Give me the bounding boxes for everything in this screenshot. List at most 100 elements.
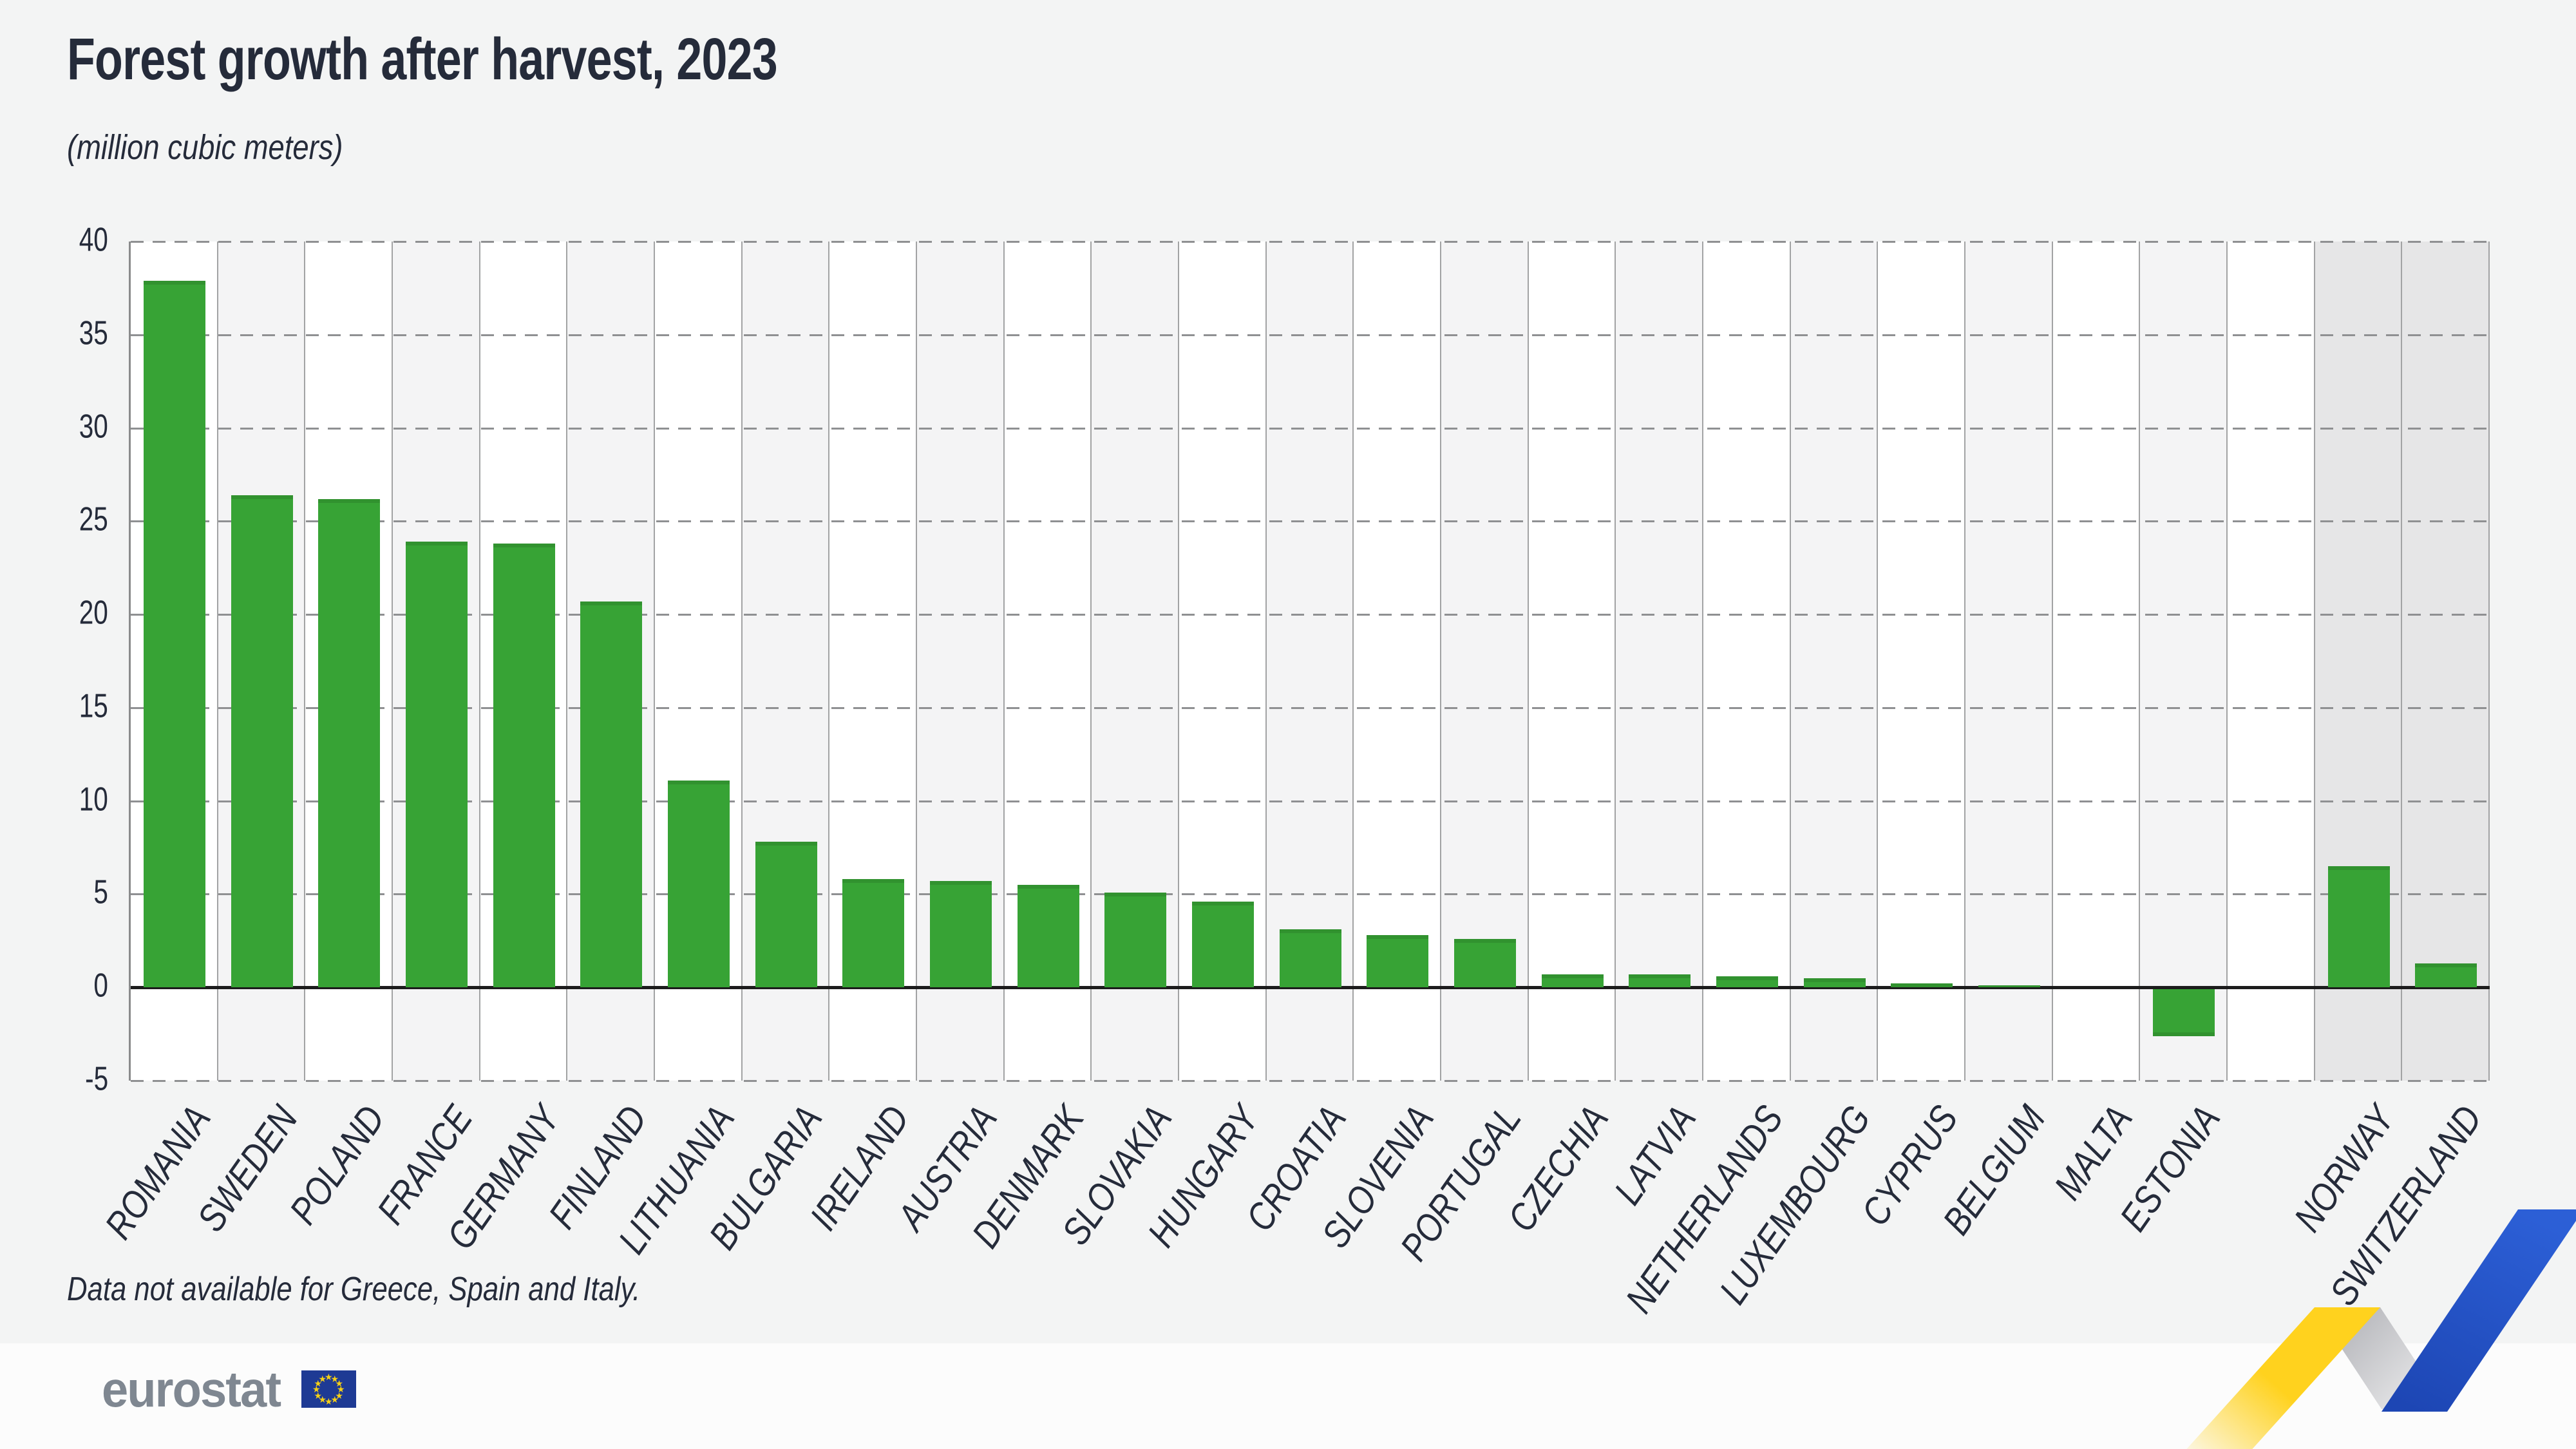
bar-france (405, 542, 468, 988)
bar-switzerland (2415, 963, 2477, 988)
eu-flag-star: ★ (335, 1390, 343, 1401)
y-tick-label-35: 35 (79, 314, 108, 352)
y-tick-label-40: 40 (79, 221, 108, 259)
bar-czechia (1541, 974, 1604, 988)
eu-flag-star: ★ (324, 1372, 333, 1382)
eurostat-logo-text: eurostat (102, 1361, 281, 1417)
x-label-slovenia: SLOVENIA (1313, 1097, 1442, 1256)
column-malta (2052, 242, 2141, 1081)
y-axis: 40 35 30 25 20 15 10 5 0 -5 (0, 222, 108, 1098)
eu-flag-icon: ★ ★ ★ ★ ★ ★ ★ ★ ★ ★ ★ ★ (301, 1370, 356, 1408)
x-label-france: FRANCE (368, 1097, 481, 1232)
bar-denmark (1017, 884, 1079, 988)
eu-flag-star: ★ (318, 1373, 327, 1384)
x-label-netherlands: NETHERLANDS (1617, 1097, 1792, 1321)
bar-germany (493, 544, 555, 988)
gridline-10 (131, 800, 2490, 802)
bar-finland (580, 601, 643, 988)
y-tick-label-20: 20 (79, 594, 108, 632)
eu-flag-star: ★ (336, 1384, 345, 1394)
column-czechia (1528, 242, 1616, 1081)
y-tick-label-15: 15 (79, 687, 108, 725)
y-tick-label-10: 10 (79, 781, 108, 819)
bar-netherlands (1716, 976, 1778, 988)
x-label-germany: GERMANY (439, 1097, 569, 1257)
y-tick-label-5: 5 (93, 874, 108, 912)
bar-hungary (1191, 902, 1254, 988)
bar-lithuania (667, 780, 730, 988)
x-label-finland: FINLAND (540, 1097, 656, 1236)
bar-sweden (231, 495, 293, 988)
zero-line (131, 986, 2490, 990)
x-label-bulgaria: BULGARIA (701, 1097, 831, 1257)
y-tick-label-30: 30 (79, 408, 108, 446)
x-label-slovakia: SLOVAKIA (1053, 1097, 1180, 1253)
column-belgium (1965, 242, 2053, 1081)
x-label-romania: ROMANIA (96, 1097, 219, 1247)
x-label-croatia: CROATIA (1237, 1097, 1355, 1239)
gridline-20 (131, 614, 2490, 616)
x-label-latvia: LATVIA (1605, 1097, 1704, 1213)
column-luxembourg (1790, 242, 1879, 1081)
x-label-estonia: ESTONIA (2111, 1097, 2228, 1239)
x-label-luxembourg: LUXEMBOURG (1710, 1097, 1879, 1312)
footnote: Data not available for Greece, Spain and… (67, 1271, 641, 1308)
x-label-czechia: CZECHIA (1499, 1097, 1617, 1240)
gridline-35 (131, 334, 2490, 336)
bar-slovakia (1104, 892, 1167, 988)
bar-norway (2327, 866, 2390, 988)
column-netherlands (1703, 242, 1791, 1081)
bar-slovenia (1367, 935, 1429, 988)
x-label-switzerland: SWITZERLAND (2321, 1097, 2490, 1313)
eurostat-logo: eurostat ★ ★ ★ ★ ★ ★ ★ ★ ★ ★ ★ ★ (102, 1364, 356, 1414)
column-latvia (1616, 242, 1703, 1081)
bar-austria (929, 881, 992, 988)
x-label-malta: MALTA (2046, 1097, 2141, 1208)
bar-bulgaria (755, 842, 817, 988)
gridline-15 (131, 706, 2490, 709)
y-tick-label--5: -5 (84, 1060, 108, 1098)
x-label-cyprus: CYPRUS (1853, 1097, 1966, 1234)
eu-flag-star: ★ (318, 1394, 327, 1405)
column-estonia (2140, 242, 2228, 1081)
eu-flag-star: ★ (314, 1390, 323, 1401)
bar-latvia (1629, 974, 1691, 988)
gridline-25 (131, 520, 2490, 523)
eu-flag-star: ★ (324, 1396, 333, 1406)
x-label-ireland: IRELAND (801, 1097, 918, 1238)
column-switzerland (2402, 242, 2490, 1081)
bar-romania (143, 280, 205, 988)
x-label-belgium: BELGIUM (1934, 1097, 2054, 1242)
bottom-band (0, 1343, 2576, 1449)
y-tick-label-0: 0 (93, 967, 108, 1005)
bar-belgium (1978, 985, 2040, 988)
bar-ireland (842, 879, 905, 988)
bar-croatia (1279, 929, 1341, 988)
x-label-portugal: PORTUGAL (1392, 1097, 1530, 1269)
x-label-austria: AUSTRIA (889, 1097, 1005, 1238)
gridline-40 (131, 241, 2490, 243)
x-label-norway: NORWAY (2286, 1097, 2403, 1240)
x-label-sweden: SWEDEN (189, 1097, 307, 1240)
x-label-denmark: DENMARK (963, 1097, 1093, 1256)
gridline-5 (131, 893, 2490, 896)
x-label-poland: POLAND (281, 1097, 393, 1232)
chart-plot (129, 241, 2490, 1082)
bar-cyprus (1891, 983, 1953, 988)
page-title: Forest growth after harvest, 2023 (67, 26, 778, 92)
eu-flag-star: ★ (314, 1378, 323, 1388)
bar-poland (318, 498, 381, 988)
eu-flag-star: ★ (330, 1394, 339, 1405)
gridline--5 (131, 1080, 2490, 1082)
y-tick-label-25: 25 (79, 500, 108, 538)
x-label-lithuania: LITHUANIA (610, 1097, 743, 1262)
column-separator (2228, 242, 2315, 1081)
eu-flag-star: ★ (335, 1378, 343, 1388)
page-subtitle: (million cubic meters) (67, 128, 343, 167)
bar-luxembourg (1803, 978, 1866, 988)
bar-portugal (1454, 938, 1516, 988)
bar-estonia (2153, 989, 2215, 1036)
column-cyprus (1878, 242, 1965, 1081)
x-label-hungary: HUNGARY (1139, 1097, 1267, 1255)
